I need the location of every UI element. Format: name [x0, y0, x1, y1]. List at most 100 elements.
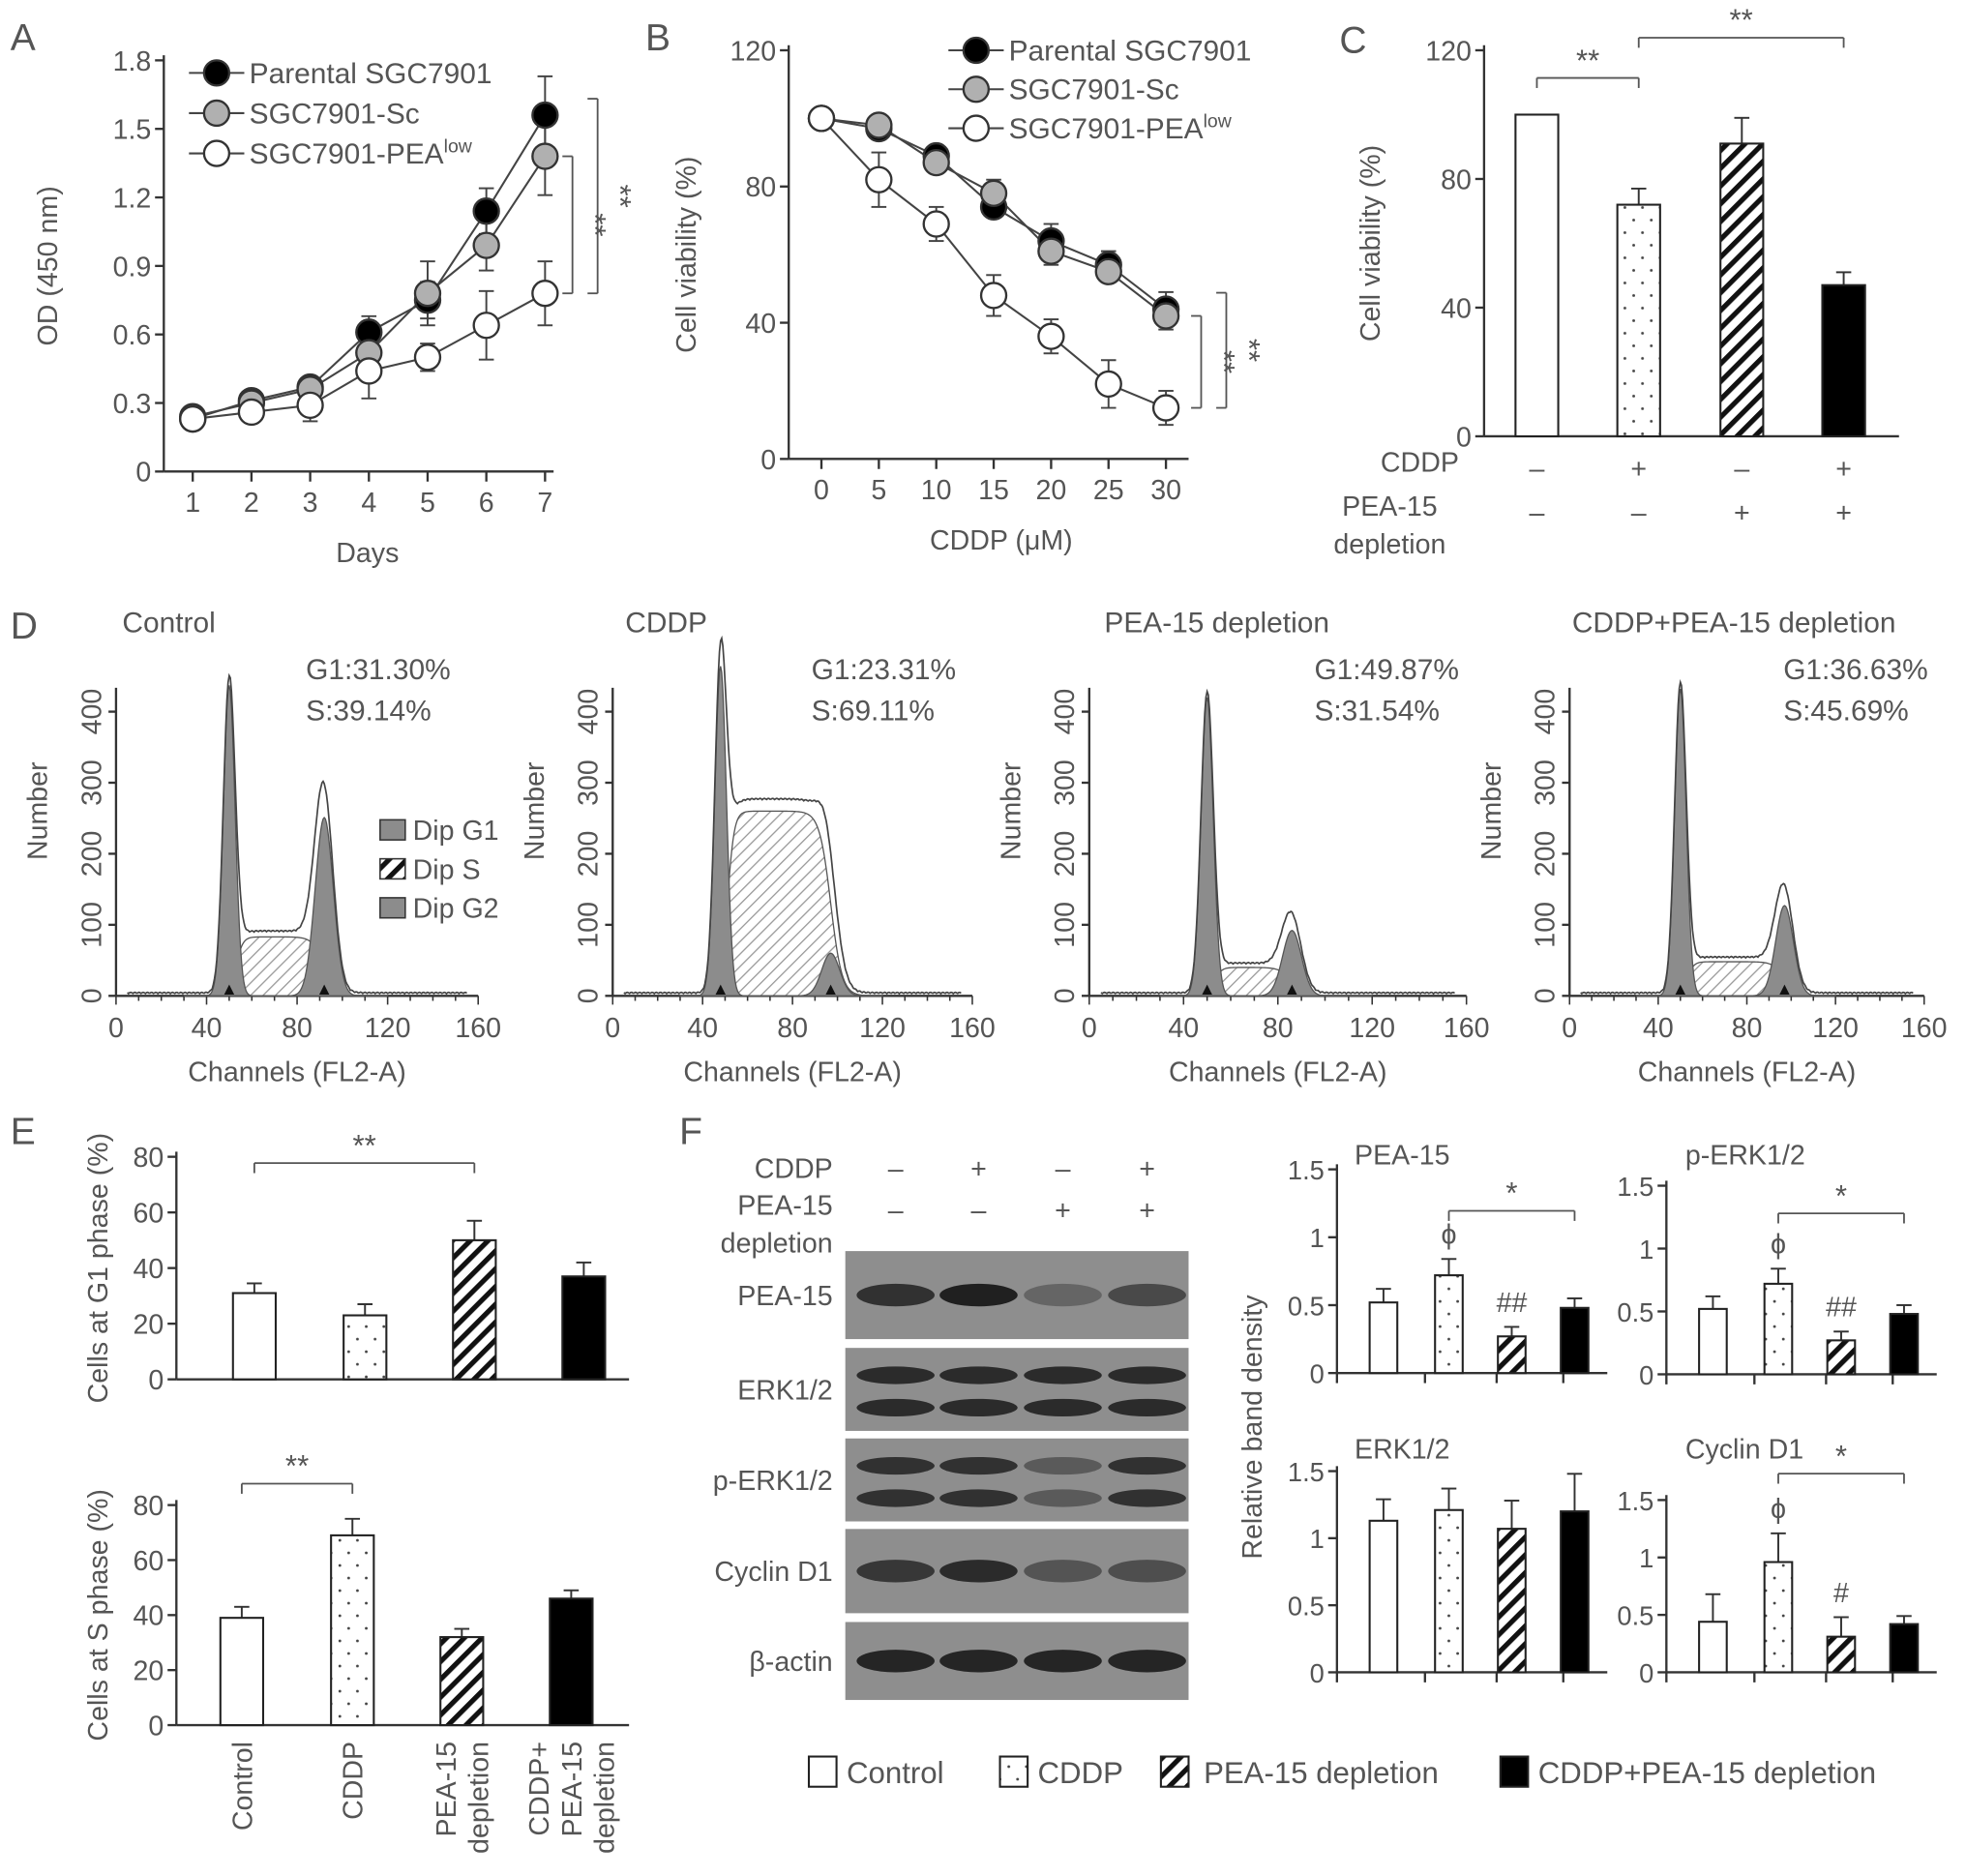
condition-sign: + [1139, 1154, 1155, 1185]
legend-label: CDDP [1038, 1756, 1123, 1790]
legend-marker [962, 75, 991, 104]
chart-title: PEA-15 [1355, 1140, 1450, 1171]
data-point [865, 111, 893, 139]
y-axis-label: Number [520, 761, 551, 860]
significance-label: ** [1206, 350, 1240, 373]
blot-band [1024, 1650, 1102, 1673]
x-tick-label: 160 [1444, 1013, 1490, 1044]
y-tick-label: 400 [1531, 689, 1562, 735]
panel-label: B [645, 17, 670, 59]
data-point [531, 280, 559, 308]
x-tick-label: 40 [192, 1013, 223, 1044]
x-tick-label: 3 [303, 488, 318, 519]
x-tick-label: 5 [871, 475, 886, 506]
blot-band [1024, 1398, 1102, 1417]
legend-label: Dip G2 [413, 894, 499, 925]
histogram-outline [1100, 688, 1455, 996]
data-point [413, 343, 442, 372]
y-tick-label: 0.5 [1617, 1601, 1653, 1631]
histogram-title: PEA-15 depletion [1104, 608, 1329, 640]
legend-label: Parental SGC7901 [1009, 35, 1252, 67]
phase-stat: S:31.54% [1314, 696, 1440, 728]
condition-sign: – [1530, 454, 1545, 485]
legend-label: Dip G1 [413, 816, 499, 847]
significance-label: * [1835, 1178, 1847, 1212]
condition-sign: – [1530, 497, 1545, 528]
histogram-title: CDDP [625, 608, 707, 640]
bar-pea-15-depletion [1497, 1528, 1527, 1674]
g1-peak-area [1635, 688, 1836, 997]
legend-marker [962, 114, 991, 142]
phase-stat: S:39.14% [306, 696, 432, 728]
blot-row-label: ERK1/2 [737, 1375, 833, 1406]
blot-band [939, 1560, 1018, 1583]
data-point [979, 179, 1008, 207]
data-point [531, 101, 559, 130]
y-tick-label: 300 [76, 759, 107, 806]
y-tick-label: 0 [148, 1365, 164, 1396]
x-tick-label: 40 [687, 1013, 718, 1044]
blot-band [1024, 1560, 1102, 1583]
significance-label: ** [352, 1128, 375, 1162]
legend-marker [962, 36, 991, 65]
y-tick-label: 1.5 [1617, 1486, 1653, 1516]
g2-peak-area [1159, 930, 1373, 997]
condition-sign: + [1835, 454, 1852, 485]
significance-label: ** [1730, 3, 1753, 37]
y-tick-label: 0 [1639, 1360, 1653, 1390]
legend-swatch [998, 1755, 1029, 1788]
histogram-outline [127, 672, 468, 996]
blot-band [1108, 1283, 1186, 1307]
histogram-title: CDDP+PEA-15 depletion [1572, 608, 1896, 640]
panel-label: E [11, 1112, 36, 1153]
chart-title: Cyclin D1 [1685, 1435, 1803, 1466]
x-tick-label: 80 [777, 1013, 808, 1044]
category-label: CDDP+ [524, 1742, 555, 1836]
blot-band [939, 1283, 1018, 1307]
x-tick-label: 7 [537, 488, 552, 519]
peak-marker-icon [715, 984, 726, 995]
blot-band [856, 1560, 935, 1583]
condition-label: PEA-15 [1342, 491, 1438, 522]
bar-cddp-pea-15-depletion [1560, 1306, 1590, 1375]
y-tick-label: 0 [76, 988, 107, 1003]
bar-cddp [1434, 1274, 1464, 1375]
legend-label: SGC7901-PEAlow [1009, 110, 1233, 145]
category-label: depletion [464, 1742, 495, 1854]
blot-band [856, 1366, 935, 1385]
data-point [1151, 394, 1180, 422]
panel-label: A [11, 17, 36, 59]
x-tick-label: 0 [108, 1013, 124, 1044]
y-axis-label: Number [1476, 761, 1507, 860]
condition-sign: + [1055, 1196, 1071, 1227]
x-tick-label: 120 [859, 1013, 906, 1044]
significance-mark: # [1833, 1578, 1849, 1609]
condition-sign: + [1139, 1196, 1155, 1227]
legend-marker [202, 139, 231, 167]
y-tick-label: 0 [1310, 1658, 1325, 1688]
data-point [413, 280, 442, 308]
bar-control [1698, 1621, 1728, 1674]
condition-label: depletion [721, 1228, 833, 1259]
significance-mark: ## [1826, 1293, 1857, 1324]
category-label: CDDP [339, 1742, 370, 1820]
x-tick-label: 160 [949, 1013, 996, 1044]
significance-mark: ϕ [1771, 1494, 1786, 1525]
phase-stat: G1:23.31% [812, 654, 956, 686]
significance-mark: ## [1497, 1288, 1528, 1319]
bar-cddp [343, 1314, 388, 1381]
bar-cddp-pea-15-depletion [1821, 283, 1866, 438]
phase-stat: S:69.11% [812, 696, 935, 728]
blot-band [856, 1283, 935, 1307]
y-tick-label: 200 [1050, 831, 1081, 878]
y-tick-label: 80 [745, 172, 776, 203]
y-tick-label: 100 [1531, 902, 1562, 948]
data-point [1037, 237, 1065, 265]
data-point [296, 391, 324, 420]
y-tick-label: 1 [1639, 1235, 1653, 1265]
y-axis-label: Number [22, 761, 53, 860]
bar-control [1368, 1519, 1399, 1674]
bar-cddp [330, 1534, 375, 1727]
legend-label: PEA-15 depletion [1204, 1756, 1439, 1790]
y-tick-label: 1.8 [113, 46, 152, 77]
